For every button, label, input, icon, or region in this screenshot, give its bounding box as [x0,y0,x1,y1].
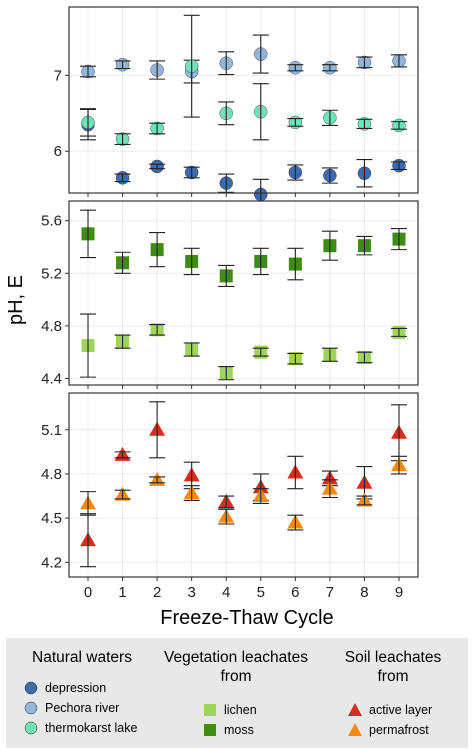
legend-label: Pechora river [45,701,120,715]
x-tick-label: 0 [84,584,92,601]
y-tick-label: 5.6 [41,213,62,230]
panel-border [68,392,419,578]
legend-label: moss [224,723,254,737]
y-tick-label: 4.4 [41,370,62,387]
depression-marker-icon [24,681,38,695]
moss-marker-icon [204,724,216,736]
x-tick-label: 6 [291,584,299,601]
y-tick-label: 4.8 [41,318,62,335]
x-axis-label: Freeze-Thaw Cycle [160,607,333,629]
x-tick-label: 9 [395,584,403,601]
x-tick-label: 7 [326,584,334,601]
legend-label: active layer [369,703,433,717]
legend-title-vegetation: Vegetation leachates from [164,649,308,685]
chart-figure: pH, E Freeze-Thaw Cycle 6 7 4.4 4.8 5.2 5.6 4.… [5,6,419,629]
x-tick-label: 3 [187,584,195,601]
y-tick-label: 6 [54,143,62,160]
y-tick-label: 7 [54,67,62,84]
x-tick-label: 1 [118,584,126,601]
lichen-marker-icon [204,704,216,716]
y-tick-label: 4.5 [41,510,62,527]
y-tick-label: 4.2 [41,554,62,571]
legend-label: lichen [224,703,257,717]
y-tick-label: 5.2 [41,265,62,282]
x-tick-label: 5 [257,584,265,601]
x-tick-label: 2 [153,584,161,601]
y-axis-label: pH, E [5,275,27,325]
legend-box: Natural waters Vegetation leachates from… [6,638,468,748]
legend-title-soil: Soil leachates from [344,649,442,685]
legend-label: thermokarst lake [45,721,138,735]
thermokarst-marker-icon [24,721,38,735]
panel-border [68,200,419,386]
pechora-marker-icon [24,701,38,715]
y-tick-label: 5.1 [41,422,62,439]
y-tick-label: 4.8 [41,466,62,483]
panel-background [69,7,418,193]
legend-label: depression [45,681,107,695]
x-tick-label: 8 [360,584,368,601]
permafrost-marker-icon [348,723,362,736]
legend-label: permafrost [369,723,429,737]
active-layer-marker-icon [348,703,362,716]
x-tick-label: 4 [222,584,230,601]
legend-title-natural-waters: Natural waters [32,649,132,666]
panel-border [68,6,419,194]
